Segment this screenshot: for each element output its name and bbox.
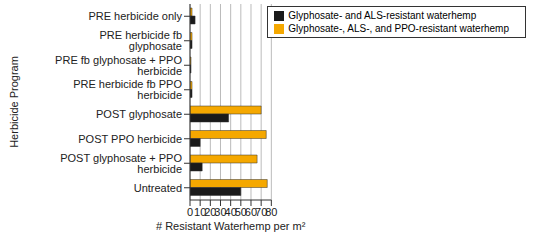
- svg-text:PRE herbicide fbglyphosate: PRE herbicide fbglyphosate: [99, 29, 182, 52]
- svg-text:PRE fb glyphosate + PPOherbici: PRE fb glyphosate + PPOherbicide: [55, 54, 182, 77]
- svg-text:Untreated: Untreated: [134, 182, 182, 194]
- svg-text:Herbicide Program: Herbicide Program: [8, 56, 20, 148]
- html-text:Glyphosate- and ALS-resistant: Glyphosate- and ALS-resistant waterhemp: [288, 10, 477, 21]
- svg-text:20: 20: [204, 205, 217, 218]
- svg-text:# Resistant Waterhemp per m²: # Resistant Waterhemp per m²: [156, 220, 306, 232]
- svg-text:30: 30: [214, 205, 227, 218]
- svg-text:50: 50: [234, 205, 247, 218]
- svg-text:10: 10: [194, 205, 207, 218]
- svg-text:0: 0: [187, 206, 193, 218]
- svg-text:POST glyphosate: POST glyphosate: [96, 108, 182, 120]
- html-text:Glyphosate-, ALS-, and PPO-res: Glyphosate-, ALS-, and PPO-resistant wat…: [288, 23, 509, 34]
- svg-text:70: 70: [255, 205, 268, 218]
- svg-text:PRE herbicide fb PPOherbicide: PRE herbicide fb PPOherbicide: [73, 78, 182, 101]
- svg-text:POST PPO herbicide: POST PPO herbicide: [78, 133, 182, 145]
- svg-text:40: 40: [224, 205, 237, 218]
- svg-text:80: 80: [265, 206, 277, 218]
- svg-text:60: 60: [244, 205, 258, 218]
- svg-text:PRE herbicide only: PRE herbicide only: [88, 10, 182, 22]
- svg-text:POST glyphosate + PPOherbicide: POST glyphosate + PPOherbicide: [60, 152, 182, 175]
